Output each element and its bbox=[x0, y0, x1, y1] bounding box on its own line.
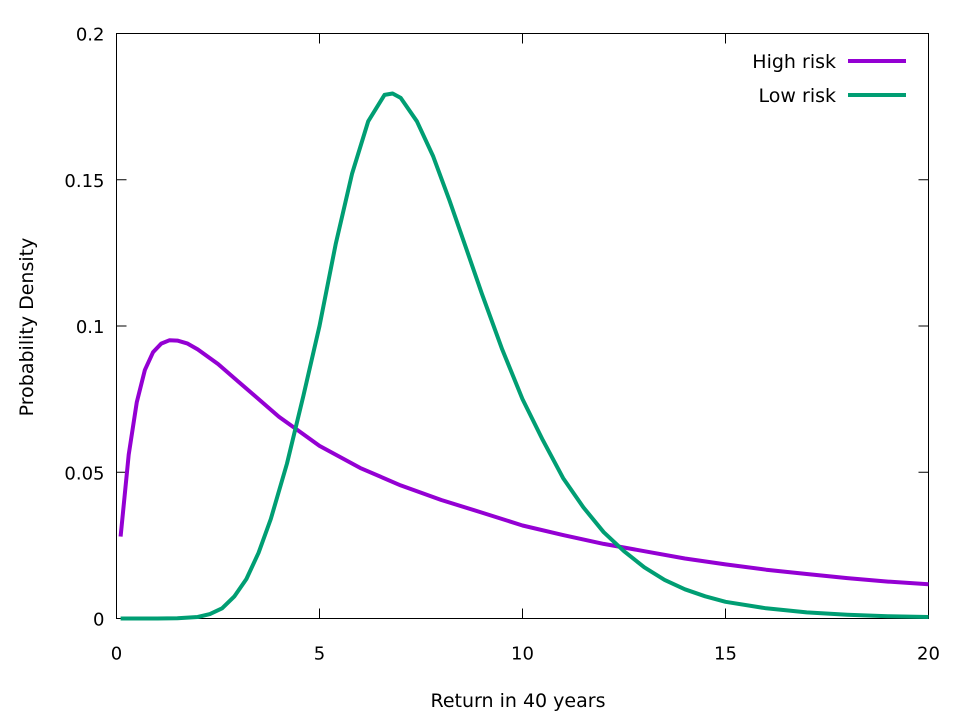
legend: High risk Low risk bbox=[752, 51, 906, 107]
x-tick-label: 15 bbox=[714, 644, 737, 665]
x-axis-label: Return in 40 years bbox=[431, 690, 606, 712]
axis-tick-labels: 0 5 10 15 20 0 0.05 0.1 0.15 0.2 bbox=[64, 25, 940, 665]
legend-label-high-risk: High risk bbox=[752, 51, 836, 73]
y-tick-label: 0 bbox=[93, 610, 104, 631]
series-lines bbox=[118, 91, 929, 621]
x-tick-label: 0 bbox=[111, 644, 122, 665]
y-axis-label: Probability Density bbox=[16, 238, 38, 417]
y-tick-label: 0.2 bbox=[76, 25, 105, 46]
x-tick-label: 20 bbox=[917, 644, 940, 665]
y-tick-label: 0.1 bbox=[76, 317, 105, 338]
x-tick-label: 5 bbox=[314, 644, 325, 665]
x-tick-label: 10 bbox=[511, 644, 534, 665]
plot-frame bbox=[116, 33, 929, 619]
y-tick-label: 0.05 bbox=[64, 463, 104, 484]
series-line-high-risk bbox=[118, 338, 929, 587]
series-line-low-risk bbox=[120, 91, 929, 621]
y-tick-label: 0.15 bbox=[64, 171, 104, 192]
axis-ticks bbox=[116, 33, 929, 619]
legend-label-low-risk: Low risk bbox=[759, 85, 836, 107]
